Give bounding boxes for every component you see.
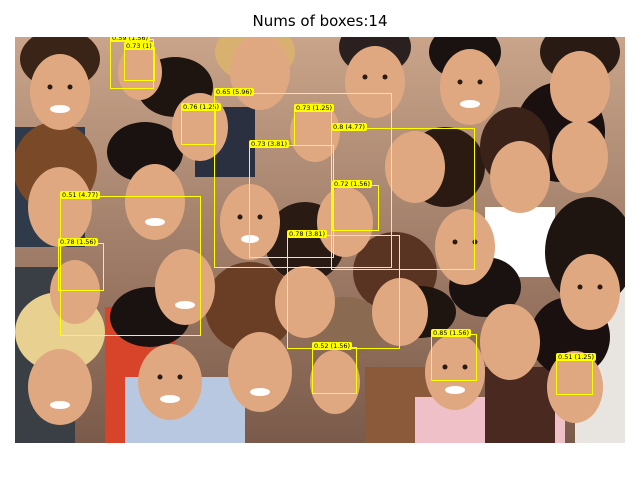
detection-box-label: 0.85 (1.56) bbox=[431, 329, 472, 337]
detection-box-label: 0.51 (1.25) bbox=[556, 353, 597, 361]
detection-box: 0.73 (1.25) bbox=[294, 104, 335, 146]
detection-box-label: 0.73 (1.25) bbox=[294, 104, 335, 112]
detection-box: 0.52 (1.56) bbox=[312, 342, 357, 394]
detection-box: 0.76 (1.25) bbox=[181, 103, 222, 145]
detection-box: 0.51 (1.25) bbox=[556, 353, 597, 395]
detection-box-label: 0.73 (3.81) bbox=[249, 140, 290, 148]
detection-box-label: 0.65 (5.96) bbox=[214, 88, 255, 96]
detection-box: 0.65 (5.96) bbox=[214, 88, 392, 268]
detection-box-label: 0.52 (1.56) bbox=[312, 342, 353, 350]
figure-title: Nums of boxes:14 bbox=[252, 12, 388, 30]
detection-box-label: 0.73 (1) bbox=[124, 42, 154, 50]
detection-box-label: 0.51 (4.77) bbox=[60, 191, 101, 199]
detection-box: 0.72 (1.56) bbox=[332, 180, 379, 231]
detection-box-label: 0.76 (1.25) bbox=[181, 103, 222, 111]
detection-box-label: 0.59 (1.56) bbox=[110, 37, 151, 42]
detection-box-label: 0.72 (1.56) bbox=[332, 180, 373, 188]
detection-box: 0.78 (3.81) bbox=[287, 230, 400, 349]
detection-box: 0.8 (4.77) bbox=[331, 123, 475, 270]
crowd-photo: 0.59 (1.56) 0.73 (1) 0.76 (1.25) 0.65 (5.96… bbox=[15, 37, 625, 443]
detection-box: 0.51 (4.77) bbox=[60, 191, 201, 336]
detection-box-label: 0.8 (4.77) bbox=[331, 123, 367, 131]
detection-box: 0.78 (1.56) bbox=[58, 238, 104, 291]
detection-box: 0.59 (1.56) bbox=[110, 37, 154, 89]
detection-box: 0.73 (1) bbox=[124, 42, 155, 81]
detection-box-label: 0.78 (3.81) bbox=[287, 230, 328, 238]
detection-box: 0.85 (1.56) bbox=[431, 329, 477, 381]
detection-box-label: 0.78 (1.56) bbox=[58, 238, 99, 246]
detection-box: 0.73 (3.81) bbox=[249, 140, 334, 258]
